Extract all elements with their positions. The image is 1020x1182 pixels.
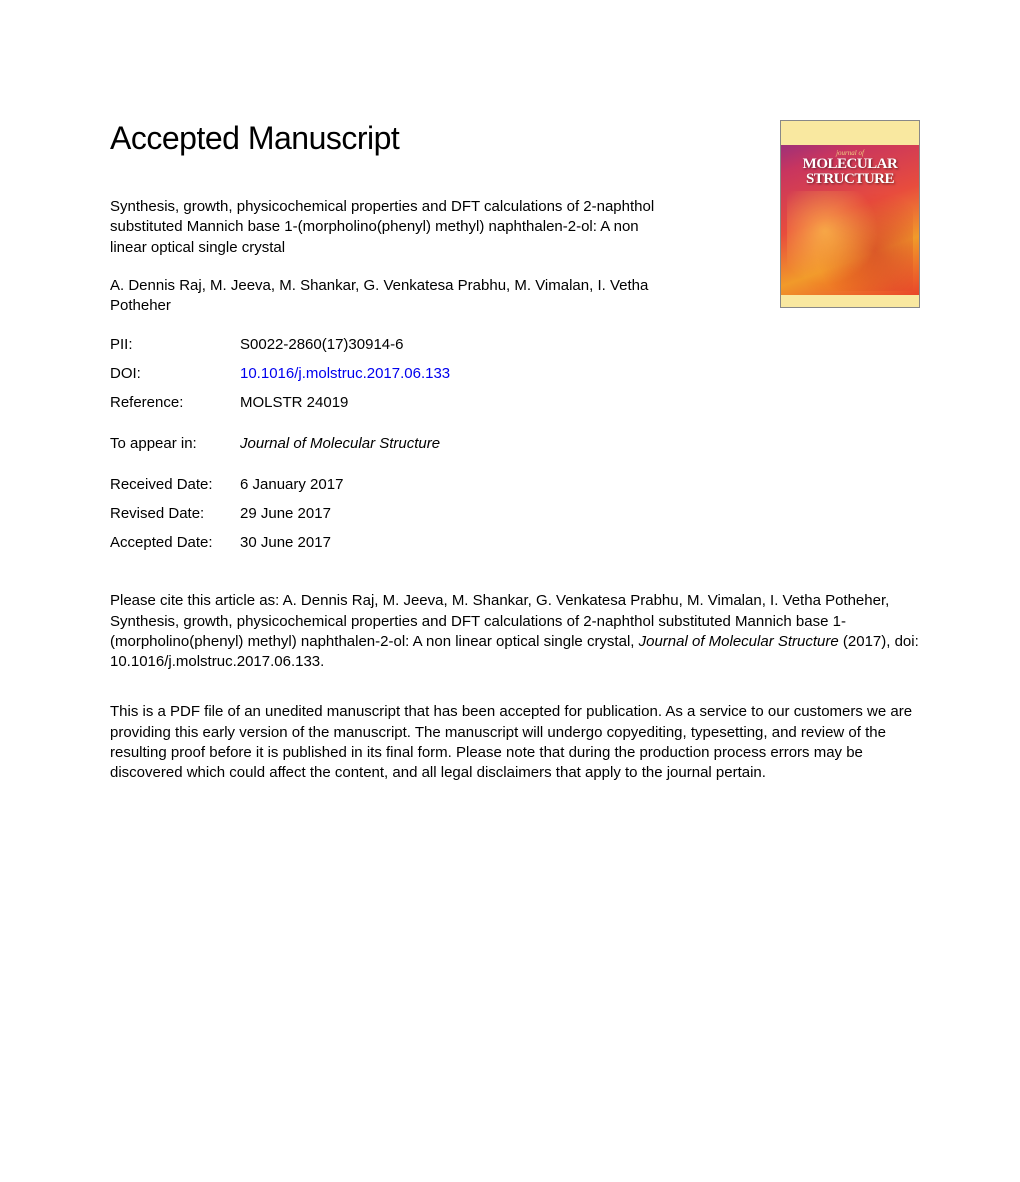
received-label: Received Date: xyxy=(110,470,240,499)
citation-journal: Journal of Molecular Structure xyxy=(639,633,839,650)
received-value: 6 January 2017 xyxy=(240,470,450,499)
pii-value: S0022-2860(17)30914-6 xyxy=(240,330,450,359)
cover-title-line1: MOLECULAR xyxy=(781,157,919,172)
cover-title-line2: STRUCTURE xyxy=(781,172,919,187)
authors-list: A. Dennis Raj, M. Jeeva, M. Shankar, G. … xyxy=(110,276,670,317)
reference-label: Reference: xyxy=(110,388,240,417)
revised-label: Revised Date: xyxy=(110,499,240,528)
accepted-value: 30 June 2017 xyxy=(240,528,450,557)
journal-cover-thumbnail: journal of MOLECULAR STRUCTURE xyxy=(780,120,920,308)
meta-row-doi: DOI: 10.1016/j.molstruc.2017.06.133 xyxy=(110,359,450,388)
doi-link[interactable]: 10.1016/j.molstruc.2017.06.133 xyxy=(240,365,450,382)
meta-row-reference: Reference: MOLSTR 24019 xyxy=(110,388,450,417)
meta-row-revised: Revised Date: 29 June 2017 xyxy=(110,499,450,528)
doi-label: DOI: xyxy=(110,359,240,388)
meta-row-appear-in: To appear in: Journal of Molecular Struc… xyxy=(110,429,450,458)
revised-value: 29 June 2017 xyxy=(240,499,450,528)
metadata-table: PII: S0022-2860(17)30914-6 DOI: 10.1016/… xyxy=(110,330,450,557)
meta-row-pii: PII: S0022-2860(17)30914-6 xyxy=(110,330,450,359)
pii-label: PII: xyxy=(110,330,240,359)
reference-value: MOLSTR 24019 xyxy=(240,388,450,417)
appear-in-value: Journal of Molecular Structure xyxy=(240,429,450,458)
accepted-manuscript-heading: Accepted Manuscript xyxy=(110,120,399,157)
disclaimer-paragraph: This is a PDF file of an unedited manusc… xyxy=(110,702,920,783)
accepted-label: Accepted Date: xyxy=(110,528,240,557)
article-title: Synthesis, growth, physicochemical prope… xyxy=(110,197,670,258)
meta-row-accepted: Accepted Date: 30 June 2017 xyxy=(110,528,450,557)
appear-in-label: To appear in: xyxy=(110,429,240,458)
cover-artwork xyxy=(787,191,913,291)
journal-cover-image: journal of MOLECULAR STRUCTURE xyxy=(780,120,920,308)
citation-paragraph: Please cite this article as: A. Dennis R… xyxy=(110,591,920,672)
meta-row-received: Received Date: 6 January 2017 xyxy=(110,470,450,499)
cover-title-block: journal of MOLECULAR STRUCTURE xyxy=(781,149,919,187)
cover-footer-bar xyxy=(781,295,919,307)
cover-top-bar xyxy=(781,121,919,145)
